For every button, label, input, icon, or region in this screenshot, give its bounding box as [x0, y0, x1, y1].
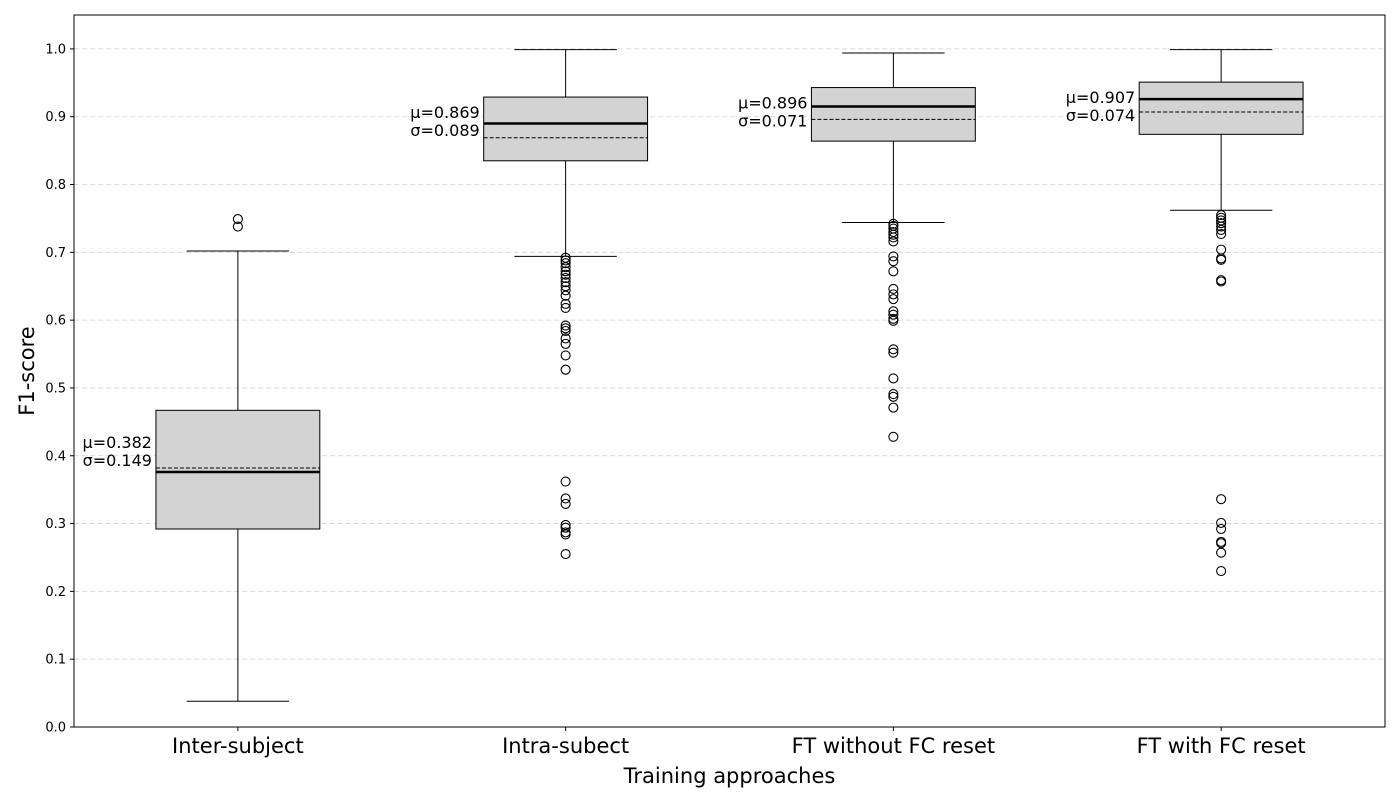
outlier-point	[888, 232, 899, 243]
outlier-point	[560, 549, 571, 560]
x-tick-label: Inter-subject	[172, 734, 304, 758]
y-tick-label: 0.3	[45, 517, 66, 532]
outlier-point	[560, 350, 571, 361]
outlier-point	[888, 236, 899, 247]
x-axis: Inter-subject Intra-subect FT without FC r…	[172, 727, 1306, 758]
y-tick-label: 0.4	[45, 449, 66, 464]
x-axis-title: Training approaches	[623, 764, 836, 788]
outlier-point	[1216, 523, 1227, 535]
outlier-point	[560, 262, 571, 273]
outlier-point	[888, 256, 899, 267]
y-tick-label: 0.9	[45, 110, 66, 125]
outlier-point	[560, 476, 571, 487]
x-tick-label: Intra-subect	[502, 734, 629, 758]
outlier-point	[888, 373, 899, 384]
outlier-point	[1216, 228, 1227, 240]
outlier-point	[888, 389, 899, 400]
mean-label: μ=0.907	[1066, 88, 1135, 107]
mean-label: μ=0.869	[410, 103, 479, 122]
iqr-box	[1138, 81, 1304, 135]
outlier-point	[888, 347, 899, 358]
outlier-point	[560, 323, 571, 334]
outlier-point	[560, 258, 571, 269]
std-label: σ=0.071	[738, 112, 807, 131]
boxes-layer: μ=0.382σ=0.149μ=0.869σ=0.089μ=0.896σ=0.0…	[83, 49, 1304, 702]
iqr-box	[483, 96, 649, 162]
outlier-point	[560, 529, 571, 540]
outlier-point	[560, 364, 571, 375]
outlier-point	[560, 522, 571, 533]
outlier-point	[888, 294, 899, 305]
outlier-point	[888, 391, 899, 402]
outlier-point	[1216, 494, 1227, 505]
outlier-point	[1216, 565, 1227, 577]
outlier-point	[560, 273, 571, 284]
y-axis: 0.0 0.1 0.2 0.3 0.4 0.5 0.6 0.7 0.8 0.9 1.0	[45, 42, 74, 736]
mean-label: μ=0.382	[83, 433, 152, 452]
outlier-point	[888, 431, 899, 442]
outlier-point	[888, 315, 899, 326]
y-tick-label: 0.0	[45, 721, 66, 736]
y-tick-label: 0.6	[45, 314, 66, 329]
outlier-point	[1216, 218, 1227, 229]
outlier-point	[560, 320, 571, 331]
outlier-point	[1216, 254, 1227, 265]
outlier-point	[888, 229, 899, 240]
outlier-point	[560, 498, 571, 509]
std-label: σ=0.149	[83, 451, 152, 470]
outlier-point	[1216, 517, 1227, 528]
outlier-point	[560, 493, 571, 504]
outlier-point	[560, 255, 571, 266]
y-tick-label: 0.5	[45, 381, 66, 396]
x-tick-label: FT with FC reset	[1137, 734, 1306, 758]
outlier-point	[1216, 209, 1227, 221]
y-tick-label: 0.2	[45, 585, 66, 600]
y-tick-label: 0.1	[45, 653, 66, 668]
outlier-point	[560, 325, 571, 337]
outlier-point	[560, 266, 571, 277]
outlier-point	[1216, 224, 1227, 236]
std-label: σ=0.074	[1066, 106, 1135, 125]
y-tick-label: 0.7	[45, 246, 66, 261]
y-tick-label: 0.8	[45, 178, 66, 193]
outlier-point	[232, 221, 243, 232]
outlier-point	[232, 214, 243, 225]
outlier-point	[1216, 221, 1227, 232]
y-axis-title: F1-score	[15, 326, 39, 415]
outlier-point	[560, 269, 571, 280]
outlier-point	[888, 344, 899, 355]
outlier-point	[560, 333, 571, 344]
outlier-point	[888, 309, 899, 320]
plot-frame	[73, 14, 1386, 728]
outlier-point	[888, 251, 899, 262]
outlier-point	[560, 338, 571, 349]
outlier-point	[888, 283, 899, 295]
outlier-point	[1216, 276, 1227, 287]
outlier-point	[560, 277, 571, 288]
outlier-point	[888, 289, 899, 300]
x-tick-label: FT without FC reset	[792, 734, 995, 758]
iqr-box	[810, 87, 976, 142]
std-label: σ=0.089	[410, 121, 479, 140]
mean-label: μ=0.896	[738, 94, 807, 113]
iqr-box	[155, 409, 321, 530]
outlier-point	[888, 402, 899, 413]
outlier-point	[1216, 547, 1227, 558]
outlier-point	[560, 298, 571, 309]
outlier-point	[560, 290, 571, 301]
outlier-point	[560, 285, 571, 296]
y-tick-label: 1.0	[45, 42, 66, 57]
outlier-point	[888, 266, 899, 277]
outlier-point	[560, 302, 571, 313]
